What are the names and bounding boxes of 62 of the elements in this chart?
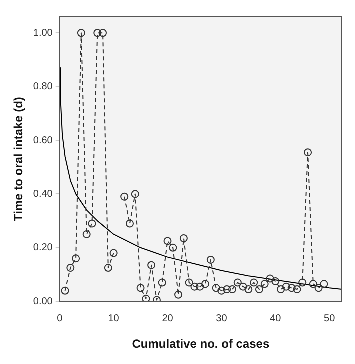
y-tick-label: 0.00 [33,296,54,308]
point [88,220,96,228]
point [131,190,140,198]
x-tick-label: 10 [108,313,120,324]
point [185,278,194,287]
point [164,237,172,246]
point [293,286,302,294]
x-tick-label: 0 [57,313,64,324]
point [239,282,248,291]
y-tick-label: 0.60 [33,135,54,146]
x-axis-title: Cumulative no. of cases [132,337,270,352]
point [136,284,145,292]
point [304,148,312,157]
point [314,284,323,292]
point [272,277,280,286]
point [126,220,134,228]
point [244,286,253,294]
point [110,249,118,258]
y-tick-label: 0.80 [33,82,54,93]
point [190,282,199,291]
point [169,244,178,252]
point [228,286,236,294]
point [82,230,91,238]
point [206,256,215,264]
point [66,264,75,272]
y-tick-label: 1.00 [33,28,54,39]
point [234,278,242,287]
point [174,290,183,299]
point [250,278,258,287]
x-tick-label: 30 [216,313,228,324]
point [266,274,274,283]
point [61,286,70,295]
point [320,280,328,288]
y-tick-label: 0.20 [33,242,54,254]
point [282,282,290,291]
point [202,280,210,288]
point [152,296,161,302]
point [260,280,269,288]
point [148,261,156,270]
y-tick-label: 0.40 [33,188,54,200]
point [104,264,112,272]
point [180,234,188,243]
point [223,286,232,294]
x-tick-label: 50 [324,313,336,324]
x-tick-label: 20 [162,313,174,324]
point [196,282,204,291]
point [288,284,296,292]
point [99,29,108,38]
point [120,192,129,201]
point [158,278,166,287]
point [218,286,226,295]
point [277,286,286,294]
point [142,294,150,302]
point [255,286,264,294]
point [72,254,80,263]
point [94,29,102,38]
point [298,278,307,287]
x-tick-label: 40 [270,313,282,324]
point [77,29,86,38]
y-axis-title: Time to oral intake (d) [12,97,26,222]
point [212,284,220,292]
point [309,280,318,288]
